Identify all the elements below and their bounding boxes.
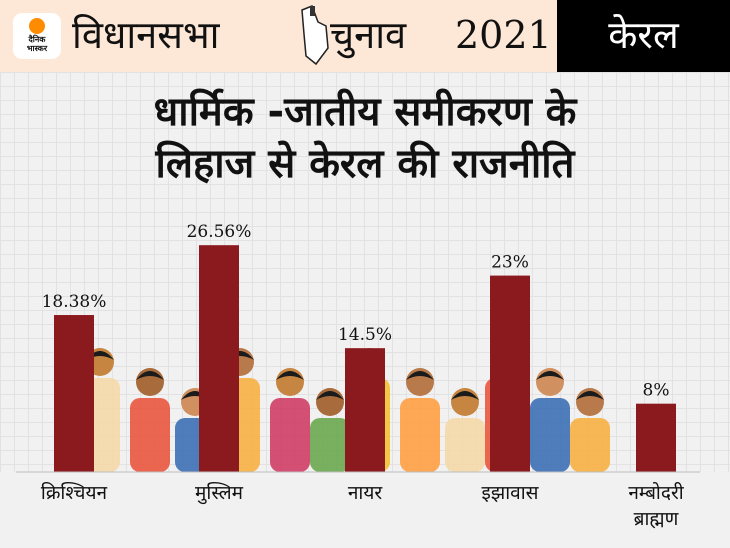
value-label-2: 26.56% [187,222,252,242]
header-title-chunav: चुनाव [330,13,407,57]
header-title-vidhansabha: विधानसभा [72,13,220,57]
header-year: 2021 [455,13,552,57]
header-state-name: केरल [608,13,679,57]
header-banner: दैनिक भास्कर विधानसभा चुनाव 2021 केरल [0,0,730,72]
person-torso [400,398,440,472]
chart-title-line-2: लिहाज से केरल की राजनीति [155,141,575,187]
value-label-5: 8% [643,381,670,401]
voting-finger-icon [301,5,329,66]
logo-text-line-1: दैनिक [28,35,46,44]
value-label-3: 14.5% [338,325,392,345]
bar-4 [490,275,530,472]
category-label-4: इझावास [445,480,575,506]
category-label-line: ब्राह्मण [633,508,679,530]
logo-sun-icon [29,18,45,34]
person-hair [451,391,479,400]
header-state-panel [557,0,730,72]
person-torso [310,418,350,472]
person-hair [136,371,164,380]
person-hair [576,391,604,400]
value-label-1: 18.38% [42,292,107,312]
category-label-line: इझावास [481,482,539,504]
bar-1 [54,315,94,472]
person-hair [536,371,564,380]
bar-5 [636,403,676,472]
category-label-3: नायर [300,480,430,506]
person-torso [530,398,570,472]
dainik-bhaskar-logo: दैनिक भास्कर [13,13,61,59]
category-label-line: क्रिश्चियन [40,482,108,504]
chart-title: धार्मिक -जातीय समीकरण के लिहाज से केरल क… [0,86,730,190]
person-torso [130,398,170,472]
header-title-panel [0,0,557,72]
category-label-1: क्रिश्चियन [9,480,139,506]
person-torso [570,418,610,472]
category-label-2: मुस्लिम [154,480,284,506]
person-torso [445,418,485,472]
person-torso [270,398,310,472]
category-label-line: नम्बोदरी [628,482,684,504]
person-hair [276,371,304,380]
bar-2 [199,245,239,472]
person-hair [406,371,434,380]
chart-title-line-1: धार्मिक -जातीय समीकरण के [153,89,577,135]
category-label-5: नम्बोदरी ब्राह्मण [591,480,721,532]
bar-3 [345,348,385,472]
category-label-line: नायर [347,482,383,504]
person-hair [316,391,344,400]
category-label-line: मुस्लिम [195,482,243,504]
logo-text-line-2: भास्कर [26,44,48,53]
value-label-4: 23% [491,253,529,273]
